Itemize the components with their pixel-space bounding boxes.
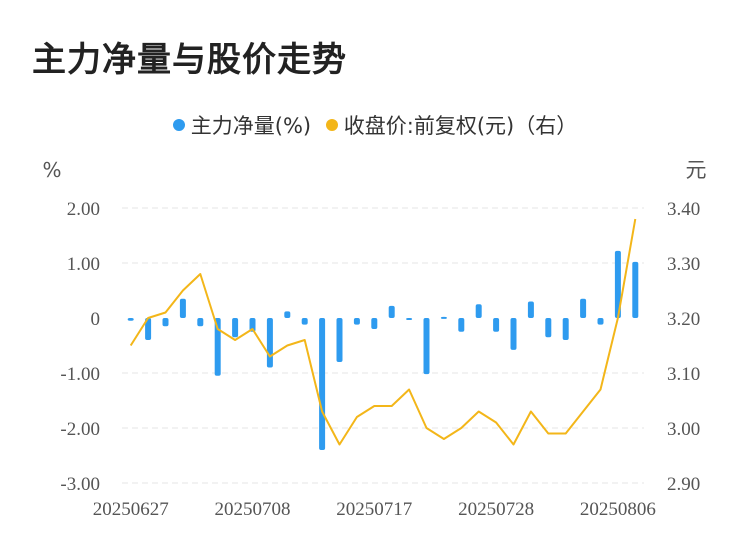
x-tick-label: 20250627 xyxy=(93,499,169,520)
bar xyxy=(371,318,378,329)
y-right-tick-label: 3.40 xyxy=(667,199,700,220)
bar xyxy=(440,316,447,319)
line-series xyxy=(129,218,637,446)
axes: % 元 2.00 1.00 0 -1.00 -2.00 -3.00 3.40 3.30 3.20… xyxy=(42,158,706,520)
bar xyxy=(145,318,152,340)
legend-bar-marker-icon xyxy=(172,119,185,131)
bar xyxy=(475,304,482,318)
bar xyxy=(319,318,326,450)
bar xyxy=(458,318,465,332)
y-right-tick-label: 2.90 xyxy=(667,474,700,495)
bar xyxy=(632,261,639,318)
legend-item-close-price[interactable]: 收盘价:前复权(元)（右） xyxy=(325,110,578,140)
bar xyxy=(510,318,517,350)
x-tick-label: 20250708 xyxy=(215,499,291,520)
legend-line-marker-icon xyxy=(325,119,338,131)
y-left-tick-label: 0 xyxy=(91,309,101,330)
bar xyxy=(353,318,360,325)
x-tick-label: 20250717 xyxy=(336,499,412,520)
bar xyxy=(266,318,273,368)
y-left-tick-label: -3.00 xyxy=(60,474,100,495)
bar-series xyxy=(127,250,639,450)
bar xyxy=(614,250,621,318)
price-line xyxy=(129,218,637,446)
y-left-tick-label: -2.00 xyxy=(60,419,100,440)
bar xyxy=(580,298,587,318)
bar xyxy=(423,318,430,375)
legend-label-net-flow: 主力净量(%) xyxy=(190,114,312,138)
y-right-tick-label: 3.00 xyxy=(667,419,700,440)
bar xyxy=(388,305,395,318)
bar xyxy=(493,318,500,332)
x-tick-label: 20250728 xyxy=(458,499,534,520)
bar xyxy=(527,301,534,318)
bar xyxy=(127,318,134,321)
y-right-tick-label: 3.10 xyxy=(667,364,700,385)
y-left-tick-label: 2.00 xyxy=(67,199,100,220)
y-left-tick-label: -1.00 xyxy=(60,364,100,385)
legend-item-net-flow[interactable]: 主力净量(%) xyxy=(172,110,312,140)
legend-label-close-price: 收盘价:前复权(元)（右） xyxy=(343,114,578,138)
chart-title: 主力净量与股价走势 xyxy=(32,40,347,80)
left-axis-unit: % xyxy=(42,158,61,182)
gridlines xyxy=(122,207,644,484)
bar xyxy=(162,318,169,327)
bar xyxy=(232,318,239,338)
bar xyxy=(336,318,343,362)
bar xyxy=(179,298,186,318)
x-tick-label: 20250806 xyxy=(580,499,656,520)
y-right-tick-label: 3.30 xyxy=(667,254,700,275)
y-right-tick-label: 3.20 xyxy=(667,309,700,330)
bar xyxy=(406,318,413,320)
bar xyxy=(284,311,291,318)
bar xyxy=(545,318,552,338)
bar xyxy=(249,318,256,332)
bar xyxy=(197,318,204,327)
y-left-tick-label: 1.00 xyxy=(67,254,100,275)
bar xyxy=(597,318,604,325)
bar xyxy=(562,318,569,340)
bar xyxy=(301,318,308,325)
right-axis-unit: 元 xyxy=(686,158,707,182)
legend: 主力净量(%) 收盘价:前复权(元)（右） xyxy=(0,110,750,140)
bar xyxy=(214,318,221,376)
